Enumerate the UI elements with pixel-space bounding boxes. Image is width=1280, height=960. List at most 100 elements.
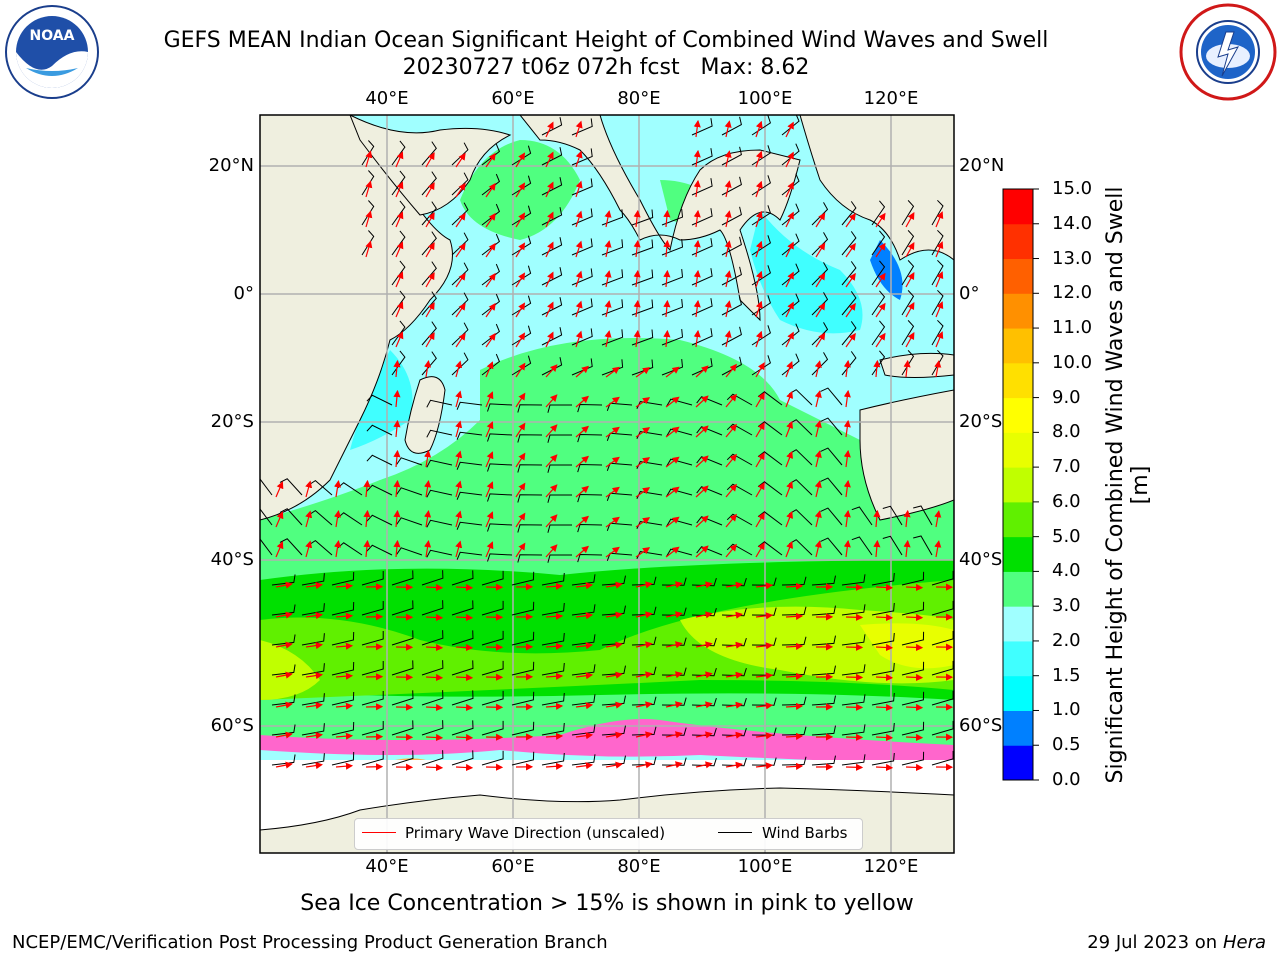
wind-barb: [721, 727, 747, 737]
wind-barb: [691, 607, 717, 617]
lat-tick-label-right: 20°S: [959, 411, 1003, 432]
wind-barb: [931, 259, 944, 286]
wind-barb: [577, 523, 603, 533]
wave-direction-arrow: [724, 330, 732, 348]
colorbar-segment: [1003, 293, 1033, 329]
wind-barb: [571, 118, 593, 136]
wave-direction-arrow: [305, 480, 313, 498]
chart-title: GEFS MEAN Indian Ocean Significant Heigh…: [163, 28, 1049, 53]
wave-direction-arrow: [455, 510, 463, 528]
wave-direction-arrow: [665, 761, 683, 769]
wave-direction-arrow: [635, 367, 651, 378]
wind-barb: [631, 359, 654, 376]
wave-direction-arrow: [875, 272, 886, 288]
wave-direction-arrow: [635, 701, 653, 709]
wave-direction-arrow: [665, 641, 683, 649]
wave-direction-arrow: [305, 732, 323, 740]
wind-barb: [841, 754, 866, 766]
lat-tick-label-right: 60°S: [959, 715, 1003, 736]
wind-barb: [301, 663, 325, 676]
wave-direction-arrow: [695, 365, 709, 378]
wave-direction-arrow: [843, 389, 851, 408]
wind-barb: [421, 690, 444, 706]
wind-barb: [751, 355, 771, 376]
wave-direction-arrow: [485, 511, 494, 528]
wind-barb: [511, 175, 532, 196]
sea-ice-band: [260, 719, 954, 765]
wave-direction-arrow: [724, 240, 732, 258]
wind-barb: [451, 570, 474, 586]
wind-barb: [456, 551, 483, 560]
wind-barb: [781, 666, 807, 676]
wave-direction-arrow: [393, 479, 401, 498]
wave-direction-arrow: [845, 212, 856, 228]
wind-barb: [511, 145, 532, 166]
wind-barb: [481, 233, 501, 256]
wave-direction-arrow: [455, 182, 466, 198]
wind-barb: [666, 488, 693, 497]
wind-barb: [366, 424, 393, 436]
wind-barb: [820, 537, 843, 556]
wave-direction-arrow: [395, 301, 404, 318]
wind-barb: [931, 289, 944, 316]
wave-band-west: [260, 640, 320, 700]
wind-barb: [721, 667, 747, 677]
wave-direction-arrow: [725, 453, 737, 468]
colorbar-tick-label: 0.5: [1052, 734, 1081, 756]
wave-direction-arrow: [575, 545, 590, 558]
wave-direction-arrow: [875, 733, 894, 742]
colorbar-segment: [1003, 745, 1033, 781]
wind-barb: [811, 575, 836, 586]
wave-direction-arrow: [485, 451, 494, 468]
wind-barb: [426, 429, 453, 438]
wave-direction-arrow: [515, 542, 526, 558]
wave-direction-arrow: [665, 581, 683, 589]
wave-direction-arrow: [515, 212, 526, 228]
wind-barb: [751, 697, 777, 706]
colorbar: [1003, 188, 1039, 781]
wave-direction-arrow: [843, 419, 851, 438]
wind-barb: [301, 753, 325, 766]
wind-barb: [547, 524, 572, 533]
wave-direction-arrow: [665, 671, 683, 679]
wave-direction-arrow: [335, 702, 354, 710]
wave-direction-arrow: [785, 181, 794, 198]
wave-direction-arrow: [665, 611, 683, 619]
wave-direction-arrow: [693, 179, 701, 198]
wave-direction-arrow: [485, 361, 494, 378]
wave-direction-arrow: [365, 180, 373, 198]
wave-direction-arrow: [575, 672, 594, 680]
wave-direction-arrow: [814, 540, 822, 558]
wave-direction-arrow: [814, 420, 822, 438]
wave-direction-arrow: [485, 242, 496, 258]
wave-direction-arrow: [633, 329, 641, 348]
wind-barb: [391, 230, 406, 256]
wave-direction-arrow: [845, 242, 856, 258]
wind-barb: [517, 554, 543, 563]
wind-barb: [601, 359, 624, 376]
wave-direction-arrow: [725, 513, 737, 528]
wave-direction-arrow: [424, 480, 432, 498]
wind-barb: [571, 148, 593, 166]
wind-barb: [601, 725, 626, 736]
wave-direction-arrow: [905, 733, 924, 742]
wind-barb: [841, 604, 866, 616]
wave-direction-arrow: [545, 642, 564, 650]
wind-barb: [901, 721, 925, 736]
wind-barb: [721, 757, 747, 767]
footer-credit: NCEP/EMC/Verification Post Processing Pr…: [12, 932, 608, 953]
noaa-logo: NOAA: [5, 5, 99, 99]
wind-barb: [811, 605, 836, 616]
wind-barb: [481, 690, 504, 706]
wave-direction-arrow: [545, 762, 564, 770]
wave-direction-arrow: [873, 509, 881, 528]
wind-barb: [421, 171, 437, 196]
wind-barb: [601, 209, 624, 226]
wave-direction-arrow: [335, 582, 354, 590]
wind-barb: [691, 358, 713, 376]
wave-direction-arrow: [393, 509, 401, 528]
wave-direction-arrow: [725, 543, 737, 558]
wave-direction-arrow: [905, 332, 915, 348]
wave-direction-arrow: [605, 426, 620, 438]
wave-direction-arrow: [575, 270, 583, 288]
